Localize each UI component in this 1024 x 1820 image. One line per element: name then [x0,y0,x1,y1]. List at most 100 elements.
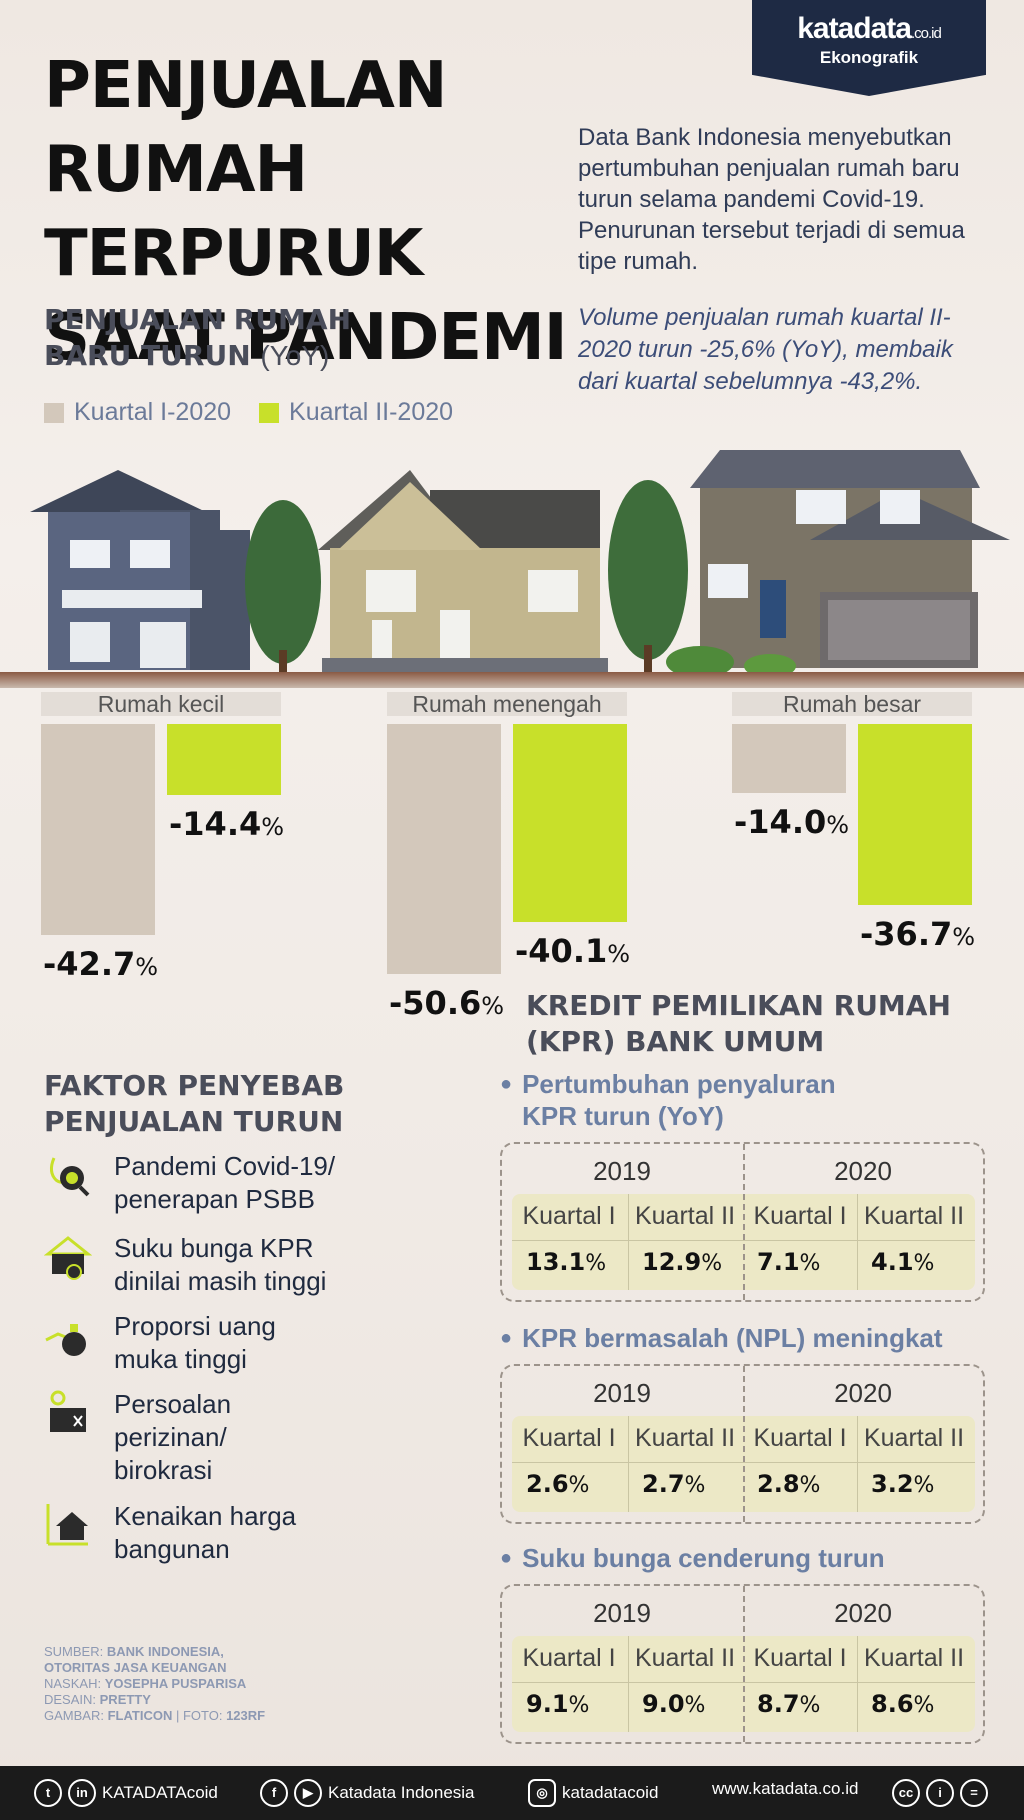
linkedin-icon[interactable]: in [68,1779,96,1807]
quarter-header: Kuartal II [634,1202,736,1230]
column-divider [857,1636,858,1732]
year-header: 2019 [593,1378,651,1408]
bar-chart: Rumah kecil -42.7% -14.4% Rumah menengah -50… [0,692,1024,1032]
row-divider [512,1240,975,1241]
factor-item: Suku bunga KPR dinilai masih tinggi [44,1232,384,1298]
kpr-heading: KREDIT PEMILIKAN RUMAH (KPR) BANK UMUM [526,989,951,1058]
page-title: PENJUALAN RUMAH TERPURUK SAAT PANDEMI [44,49,568,375]
column-divider [857,1194,858,1290]
category-label: Rumah menengah [387,692,627,716]
kpr-table-interest: 2019 2020 Kuartal I Kuartal II Kuartal I Kuar… [500,1584,985,1744]
year-header: 2020 [834,1598,892,1628]
bar [387,724,501,974]
data-label: -42.7% [43,944,159,983]
category-label: Rumah kecil [41,692,281,716]
ground-strip [0,672,1024,688]
value-cell: 9.1% [526,1690,590,1718]
year-header: 2019 [593,1156,651,1186]
quarter-header: Kuartal I [753,1202,847,1230]
quarter-header: Kuartal II [863,1424,965,1452]
quarter-header: Kuartal I [522,1644,616,1672]
chart-legend: Kuartal I-2020 Kuartal II-2020 [44,398,453,427]
bar [732,724,846,794]
legend-swatch-q1 [44,402,64,423]
factor-item: Proporsi uang muka tinggi [44,1310,384,1376]
kpr-bullet-npl: ● KPR bermasalah (NPL) meningkat [500,1323,943,1353]
bar [41,724,155,935]
factors-heading: FAKTOR PENYEBAB PENJUALAN TURUN [44,1069,345,1138]
attribution-icon: i [926,1779,954,1807]
value-cell: 8.6% [871,1690,935,1718]
brand-subtitle: Ekonografik [819,48,919,67]
highlight-text: Volume penjualan rumah kuartal II-2020 t… [578,304,953,395]
data-label: -50.6% [389,984,505,1022]
year-header: 2019 [593,1598,651,1628]
value-cell: 12.9% [642,1248,723,1276]
twitter-icon[interactable]: t [34,1779,62,1807]
intro-text: Data Bank Indonesia menyebutkan pertumbu… [578,124,965,275]
kpr-bullet-growth: ● Pertumbuhan penyaluran KPR turun (YoY) [500,1069,836,1131]
value-cell: 2.6% [526,1470,590,1498]
tree-image [245,500,321,680]
creative-commons-icon: cc [892,1779,920,1807]
factor-item: Kenaikan harga bangunan [44,1500,384,1566]
value-cell: 9.0% [642,1690,706,1718]
legend-item-q1: Kuartal I-2020 [44,398,231,427]
kpr-table-growth: 2019 2020 Kuartal I Kuartal II Kuartal I Kuar… [500,1142,985,1302]
footer: t in KATADATAcoid f ▶ Katadata Indonesia… [0,1766,1024,1820]
no-derivatives-icon: = [960,1779,988,1807]
quarter-header: Kuartal I [753,1424,847,1452]
footer-handle-2[interactable]: Katadata Indonesia [328,1783,475,1802]
house-percent-icon [44,1236,92,1280]
youtube-icon[interactable]: ▶ [294,1779,322,1807]
column-divider [628,1636,629,1732]
value-cell: 3.2% [871,1470,935,1498]
footer-handle-3[interactable]: katadatacoid [562,1783,659,1802]
houses-illustration [30,450,1010,680]
value-cell: 2.7% [642,1470,706,1498]
brand-badge: katadata.co.id Ekonografik [752,0,986,96]
year-divider [743,1586,745,1742]
facebook-icon[interactable]: f [260,1779,288,1807]
year-divider [743,1144,745,1300]
document-stamp-icon [50,1390,86,1432]
kpr-bullet-interest: ● Suku bunga cenderung turun [500,1543,885,1573]
brand-logo: katadata.co.id [797,12,942,45]
row-divider [512,1462,975,1463]
value-cell: 7.1% [757,1248,821,1276]
column-divider [628,1194,629,1290]
footer-handle-1[interactable]: KATADATAcoid [102,1783,218,1802]
value-cell: 2.8% [757,1470,821,1498]
value-cell: 13.1% [526,1248,607,1276]
legend-item-q2: Kuartal II-2020 [259,398,453,427]
quarter-header: Kuartal I [522,1424,616,1452]
instagram-icon[interactable]: ◎ [528,1779,556,1807]
large-house-image [666,450,1010,678]
tree-image [608,480,688,680]
value-cell: 4.1% [871,1248,935,1276]
column-divider [857,1416,858,1512]
value-cell: 8.7% [757,1690,821,1718]
credits: SUMBER: BANK INDONESIA, OTORITAS JASA KE… [44,1644,266,1723]
kpr-table-npl: 2019 2020 Kuartal I Kuartal II Kuartal I Kuar… [500,1364,985,1524]
quarter-header: Kuartal II [634,1424,736,1452]
money-bag-hand-icon [45,1324,86,1356]
year-header: 2020 [834,1156,892,1186]
column-divider [628,1416,629,1512]
house-price-up-icon [46,1504,88,1546]
medium-house-image [318,470,608,680]
factor-item: Pandemi Covid-19/ penerapan PSBB [44,1150,384,1216]
quarter-header: Kuartal II [863,1202,965,1230]
virus-magnifier-icon [49,1157,90,1197]
quarter-header: Kuartal I [522,1202,616,1230]
year-header: 2020 [834,1378,892,1408]
bar [167,724,281,796]
row-divider [512,1682,975,1683]
bar [858,724,972,906]
quarter-header: Kuartal II [863,1644,965,1672]
quarter-header: Kuartal II [634,1644,736,1672]
data-label: -40.1% [515,932,631,971]
footer-website-link[interactable]: www.katadata.co.id [712,1779,859,1798]
year-divider [743,1366,745,1522]
data-label: -14.4% [169,805,285,844]
